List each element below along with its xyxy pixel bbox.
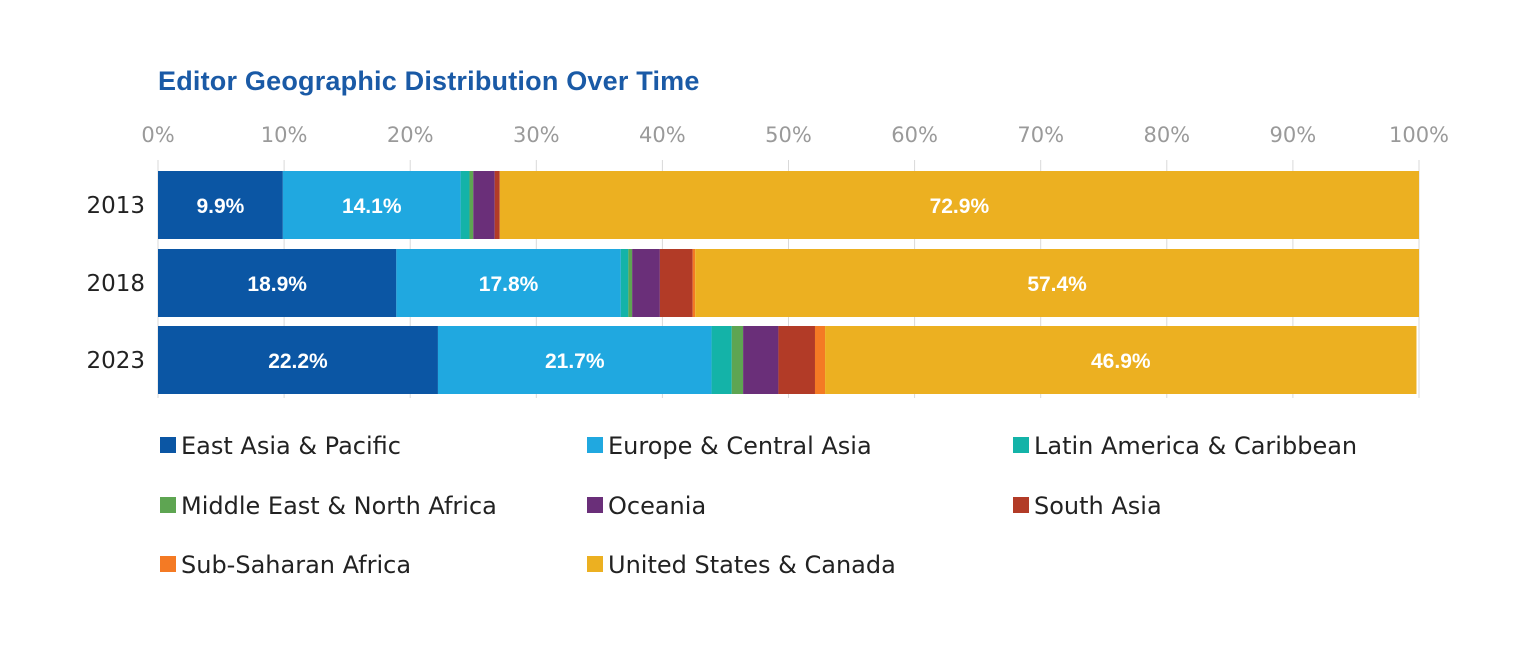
- bar-segment: [437, 326, 712, 394]
- legend-swatch: [1013, 497, 1029, 513]
- data-label: 22.2%: [268, 350, 328, 373]
- bar-segment: [469, 171, 474, 239]
- x-tick-label: 20%: [387, 123, 434, 147]
- data-label: 18.9%: [247, 273, 307, 296]
- x-tick-label: 40%: [639, 123, 686, 147]
- bar-segment: [396, 249, 621, 317]
- bar-segment: [695, 249, 1419, 317]
- bar-segment: [460, 171, 470, 239]
- data-label: 21.7%: [545, 350, 605, 373]
- bars: [158, 171, 1420, 394]
- x-tick-label: 50%: [765, 123, 812, 147]
- x-tick-label: 100%: [1389, 123, 1449, 147]
- x-tick-label: 70%: [1017, 123, 1064, 147]
- legend-item: Europe & Central Asia: [587, 432, 872, 460]
- bar-segment: [825, 326, 1417, 394]
- x-tick-label: 60%: [891, 123, 938, 147]
- bar-segment: [282, 171, 461, 239]
- legend-label: Latin America & Caribbean: [1034, 432, 1357, 460]
- chart-title: Editor Geographic Distribution Over Time: [158, 66, 700, 96]
- bar-segment: [620, 249, 629, 317]
- bar-segment: [743, 326, 779, 394]
- x-tick-label: 30%: [513, 123, 560, 147]
- legend-item: Oceania: [587, 492, 706, 520]
- y-axis-category-labels: 2013 2018 2023: [86, 193, 145, 374]
- legend-label: Sub-Saharan Africa: [181, 551, 411, 579]
- data-label: 9.9%: [196, 195, 244, 218]
- legend-swatch: [587, 497, 603, 513]
- x-tick-label: 90%: [1270, 123, 1317, 147]
- data-label: 17.8%: [479, 273, 539, 296]
- legend-item: United States & Canada: [587, 551, 896, 579]
- category-label: 2018: [86, 271, 145, 297]
- legend-swatch: [587, 437, 603, 453]
- legend-item: Middle East & North Africa: [160, 492, 497, 520]
- legend-label: Middle East & North Africa: [181, 492, 497, 520]
- bar-segment: [692, 249, 696, 317]
- legend-label: South Asia: [1034, 492, 1162, 520]
- legend: East Asia & Pacific Europe & Central Asia…: [160, 432, 1357, 579]
- data-label: 57.4%: [1027, 273, 1087, 296]
- legend-item: Latin America & Caribbean: [1013, 432, 1357, 460]
- bar-segment: [158, 171, 283, 239]
- bar-segment: [632, 249, 660, 317]
- x-tick-label: 10%: [261, 123, 308, 147]
- bar-segment: [628, 249, 633, 317]
- x-axis-tick-labels: 0% 10% 20% 30% 40% 50% 60% 70% 80% 90% 100%: [141, 123, 1449, 147]
- bar-segment: [778, 326, 815, 394]
- legend-label: United States & Canada: [608, 551, 896, 579]
- category-label: 2013: [86, 193, 145, 219]
- data-label: 46.9%: [1091, 350, 1151, 373]
- bar-segment: [499, 171, 1420, 239]
- bar-segment: [814, 326, 826, 394]
- legend-item: East Asia & Pacific: [160, 432, 401, 460]
- bar-segment: [158, 249, 397, 317]
- bar-segment: [494, 171, 500, 239]
- bar-segment: [711, 326, 732, 394]
- bar-segment: [731, 326, 744, 394]
- x-tick-label: 0%: [141, 123, 174, 147]
- bar-segment: [659, 249, 693, 317]
- legend-swatch: [160, 556, 176, 572]
- bar-segment: [473, 171, 495, 239]
- data-label: 14.1%: [342, 195, 402, 218]
- category-label: 2023: [86, 348, 145, 374]
- data-label: 72.9%: [930, 195, 990, 218]
- legend-label: Europe & Central Asia: [608, 432, 872, 460]
- legend-swatch: [1013, 437, 1029, 453]
- legend-label: East Asia & Pacific: [181, 432, 401, 460]
- data-labels: 9.9% 14.1% 72.9% 18.9% 17.8% 57.4% 22.2% 21.7% 4…: [196, 195, 1150, 373]
- bar-segment: [158, 326, 438, 394]
- legend-item: Sub-Saharan Africa: [160, 551, 411, 579]
- legend-swatch: [160, 497, 176, 513]
- legend-item: South Asia: [1013, 492, 1162, 520]
- legend-label: Oceania: [608, 492, 706, 520]
- legend-swatch: [160, 437, 176, 453]
- x-tick-label: 80%: [1143, 123, 1190, 147]
- legend-swatch: [587, 556, 603, 572]
